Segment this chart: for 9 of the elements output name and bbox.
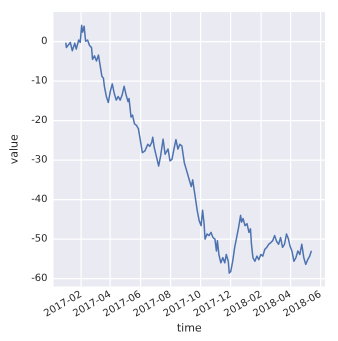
- y-tick-label: -50: [31, 234, 48, 245]
- y-tick-label: -30: [31, 154, 48, 166]
- y-axis-title: value: [7, 134, 20, 164]
- y-tick-label: -40: [31, 194, 48, 206]
- y-tick-label: 0: [41, 36, 48, 48]
- y-tick-label: -20: [31, 115, 48, 126]
- y-tick-label: -60: [31, 273, 48, 284]
- y-tick-label: -10: [31, 76, 48, 87]
- x-axis-title: time: [176, 321, 202, 334]
